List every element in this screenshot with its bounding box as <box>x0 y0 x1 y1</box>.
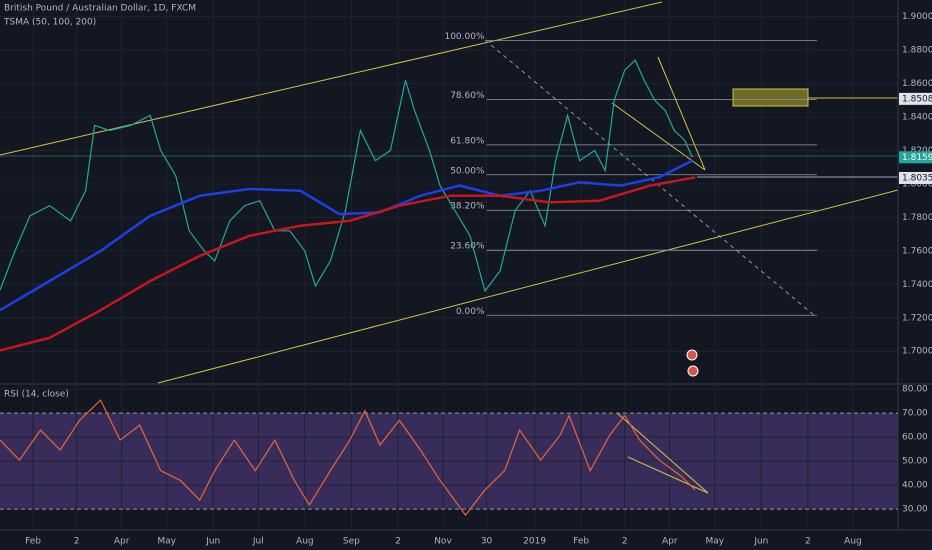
channel-bottom <box>157 189 899 384</box>
rsi-trend <box>616 412 709 494</box>
y-tick-label: 80.00 <box>902 385 928 395</box>
series-line <box>0 176 696 352</box>
event-icon[interactable] <box>686 349 698 361</box>
event-icon[interactable] <box>687 365 699 377</box>
x-tick-label: May <box>157 537 176 547</box>
fib-label: 50.00% <box>450 166 485 176</box>
y-tick-label: 1.76000 <box>902 246 932 256</box>
x-tick-label: Apr <box>662 537 678 547</box>
wedge-line <box>611 102 706 171</box>
x-tick-label: Nov <box>434 537 452 547</box>
y-tick-label: 70.00 <box>902 409 928 419</box>
fib-label: 23.60% <box>450 242 485 252</box>
y-tick-label: 50.00 <box>902 457 928 467</box>
wedge-line <box>657 56 706 171</box>
x-tick-label: Jun <box>205 537 220 547</box>
y-tick-label: 1.86000 <box>902 79 932 89</box>
x-tick-label: Feb <box>573 537 589 547</box>
y-tick-label: 1.82000 <box>902 146 932 156</box>
rsi-title: RSI (14, close) <box>4 390 69 400</box>
x-tick-label: 2 <box>805 537 811 547</box>
x-tick-label: Sep <box>343 537 360 547</box>
x-tick-label: 2 <box>622 537 628 547</box>
zone-box <box>732 88 809 107</box>
x-tick-label: Aug <box>296 537 314 547</box>
y-tick-label: 1.88000 <box>902 46 932 56</box>
x-tick-label: Apr <box>114 537 130 547</box>
channel-top <box>0 1 663 156</box>
x-tick-label: Jun <box>753 537 768 547</box>
y-tick-label: 1.78000 <box>902 213 932 223</box>
x-tick-label: 2 <box>74 537 80 547</box>
fib-label: 38.20% <box>450 202 485 212</box>
y-tick-label: 1.84000 <box>902 113 932 123</box>
y-tick-label: 60.00 <box>902 433 928 443</box>
x-tick-label: May <box>705 537 724 547</box>
y-tick-label: 1.80000 <box>902 179 932 189</box>
price-tag <box>899 151 932 164</box>
y-tick-label: 1.72000 <box>902 313 932 323</box>
x-tick-label: 30 <box>481 537 493 547</box>
price-tag-label: 1.81594 <box>902 153 932 163</box>
fib-label: 100.00% <box>444 32 484 42</box>
y-tick-label: 1.74000 <box>902 280 932 290</box>
price-tag <box>899 171 932 184</box>
x-tick-label: 2 <box>395 537 401 547</box>
chart-title: British Pound / Australian Dollar, 1D, F… <box>4 4 196 14</box>
fib-label: 78.60% <box>450 91 485 101</box>
y-tick-label: 1.70000 <box>902 347 932 357</box>
y-tick-label: 40.00 <box>902 481 928 491</box>
x-tick-label: Jul <box>252 537 264 547</box>
fib-label: 61.80% <box>450 136 485 146</box>
fib-label: 0.00% <box>456 307 485 317</box>
y-tick-label: 1.90000 <box>902 12 932 22</box>
rsi-trend <box>627 456 709 494</box>
y-tick-label: 30.00 <box>902 505 928 515</box>
series-line <box>0 399 696 517</box>
x-tick-label: 2019 <box>523 537 546 547</box>
indicator-title: TSMA (50, 100, 200) <box>3 18 96 28</box>
series-line <box>0 59 693 293</box>
price-tag <box>899 92 932 105</box>
price-tag-label: 1.85089 <box>902 94 932 104</box>
x-tick-label: Aug <box>844 537 862 547</box>
price-tag-label: 1.80358 <box>902 173 932 183</box>
x-tick-label: Feb <box>25 537 41 547</box>
